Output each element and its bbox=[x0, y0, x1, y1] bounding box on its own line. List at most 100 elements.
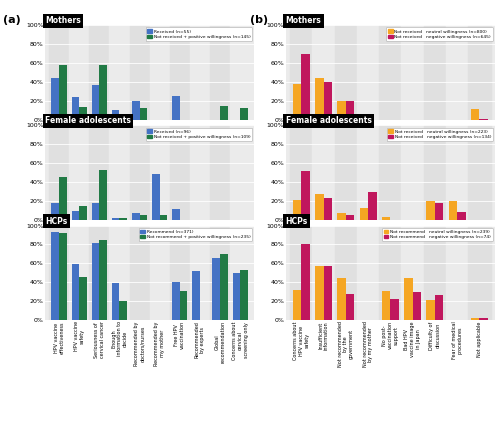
Legend: Not recommend   neutral willingness (n=239), Not recommend   negative willingnes: Not recommend neutral willingness (n=239… bbox=[382, 228, 493, 241]
Bar bbox=[468, 125, 490, 220]
Bar bbox=[90, 125, 110, 220]
Bar bbox=[140, 215, 147, 220]
Text: Mothers: Mothers bbox=[45, 16, 81, 25]
Text: Female adolescents: Female adolescents bbox=[45, 116, 131, 125]
Bar bbox=[324, 82, 332, 120]
Bar bbox=[112, 110, 120, 120]
Bar bbox=[368, 192, 376, 220]
Bar bbox=[150, 25, 170, 120]
Bar bbox=[230, 125, 250, 220]
Bar bbox=[110, 125, 130, 220]
Bar bbox=[446, 125, 468, 220]
Bar bbox=[293, 290, 302, 320]
Bar bbox=[170, 226, 190, 320]
Text: Mothers: Mothers bbox=[286, 16, 322, 25]
Bar bbox=[338, 101, 346, 120]
Bar bbox=[290, 125, 312, 220]
Bar bbox=[446, 25, 468, 120]
Bar bbox=[312, 25, 334, 120]
Bar bbox=[357, 226, 379, 320]
Bar bbox=[424, 226, 446, 320]
Bar bbox=[471, 109, 480, 120]
Bar bbox=[302, 171, 310, 220]
Bar bbox=[170, 25, 190, 120]
Bar bbox=[404, 278, 412, 320]
Bar bbox=[160, 215, 168, 220]
Bar bbox=[480, 318, 488, 320]
Bar bbox=[79, 206, 87, 220]
Bar bbox=[435, 296, 444, 320]
Text: HCPs: HCPs bbox=[45, 216, 67, 226]
Bar bbox=[338, 213, 346, 220]
Text: Female adolescents: Female adolescents bbox=[286, 116, 372, 125]
Bar bbox=[172, 96, 180, 120]
Bar bbox=[59, 65, 66, 120]
Bar bbox=[293, 84, 302, 120]
Bar bbox=[435, 203, 444, 220]
Bar bbox=[232, 273, 240, 320]
Bar bbox=[152, 174, 160, 220]
Bar bbox=[192, 271, 200, 320]
Bar bbox=[448, 201, 457, 220]
Bar bbox=[293, 200, 302, 220]
Bar bbox=[59, 177, 66, 220]
Bar bbox=[240, 108, 248, 120]
Bar bbox=[210, 125, 230, 220]
Legend: Not received   neutral willingness (n=223), Not received   negative willingness : Not received neutral willingness (n=223)… bbox=[386, 128, 493, 141]
Text: (b): (b) bbox=[250, 15, 268, 25]
Bar bbox=[49, 226, 69, 320]
Bar bbox=[230, 25, 250, 120]
Text: HCPs: HCPs bbox=[286, 216, 308, 226]
Bar bbox=[90, 226, 110, 320]
Bar bbox=[379, 125, 402, 220]
Legend: Received (n=96), Not received + positive willingness (n=109): Received (n=96), Not received + positive… bbox=[146, 128, 252, 141]
Bar bbox=[324, 198, 332, 220]
Text: (a): (a) bbox=[2, 15, 20, 25]
Bar bbox=[120, 218, 127, 220]
Bar bbox=[130, 25, 150, 120]
Bar bbox=[49, 25, 69, 120]
Bar bbox=[79, 107, 87, 120]
Bar bbox=[212, 258, 220, 320]
Bar bbox=[312, 125, 334, 220]
Bar bbox=[230, 226, 250, 320]
Bar bbox=[471, 318, 480, 320]
Bar bbox=[334, 25, 357, 120]
Bar bbox=[112, 283, 120, 320]
Bar bbox=[324, 266, 332, 320]
Bar bbox=[346, 215, 354, 220]
Bar bbox=[426, 201, 435, 220]
Bar bbox=[468, 226, 490, 320]
Bar bbox=[457, 212, 466, 220]
Bar bbox=[52, 232, 59, 320]
Bar bbox=[172, 282, 180, 320]
Bar bbox=[240, 270, 248, 320]
Bar bbox=[92, 203, 100, 220]
Bar bbox=[69, 226, 89, 320]
Bar bbox=[424, 125, 446, 220]
Bar bbox=[220, 107, 228, 120]
Bar bbox=[382, 217, 390, 220]
Bar bbox=[290, 226, 312, 320]
Bar bbox=[49, 125, 69, 220]
Bar bbox=[69, 125, 89, 220]
Bar bbox=[190, 125, 210, 220]
Bar bbox=[290, 25, 312, 120]
Bar bbox=[480, 119, 488, 120]
Bar bbox=[79, 277, 87, 320]
Bar bbox=[426, 300, 435, 320]
Bar bbox=[210, 25, 230, 120]
Bar bbox=[72, 211, 79, 220]
Bar bbox=[315, 195, 324, 220]
Bar bbox=[360, 208, 368, 220]
Bar bbox=[92, 85, 100, 120]
Bar bbox=[132, 213, 140, 220]
Bar bbox=[120, 115, 127, 120]
Bar bbox=[302, 245, 310, 320]
Bar bbox=[120, 301, 127, 320]
Bar bbox=[100, 65, 107, 120]
Bar bbox=[315, 78, 324, 120]
Bar bbox=[402, 25, 423, 120]
Legend: Received (n=55), Not received + positive willingness (n=145): Received (n=55), Not received + positive… bbox=[146, 27, 252, 41]
Bar bbox=[72, 97, 79, 120]
